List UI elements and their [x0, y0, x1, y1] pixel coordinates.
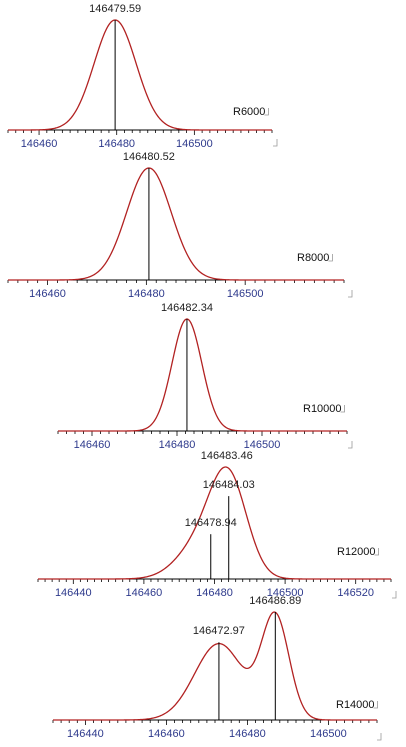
resolution-label: R6000 [233, 106, 265, 118]
return-mark-icon [340, 405, 345, 413]
return-mark-icon [374, 548, 379, 556]
tick-label: 146440 [67, 728, 104, 740]
peak-label: 146479.59 [89, 3, 141, 15]
spectrum-curve [8, 19, 272, 131]
tick-label: 146480 [196, 587, 233, 599]
tick-label: 146460 [29, 288, 66, 300]
resolution-label: R14000 [336, 699, 375, 711]
resolution-label: R12000 [337, 546, 376, 558]
spectrum-curve [38, 466, 391, 580]
return-mark-icon [264, 108, 269, 116]
tick-label: 146500 [267, 587, 304, 599]
return-mark-icon [348, 290, 353, 298]
return-mark-icon [377, 733, 382, 741]
resolution-label: R10000 [303, 403, 342, 415]
spectrum-panel-R6000: 146460 146480 146500 146479.59 R6000 [7, 3, 278, 150]
spectrum-panel-R10000: 146460 146480 146500 146482.34 R10000 [57, 302, 353, 451]
tick-label: 146500 [310, 728, 347, 740]
peak-label: 146472.97 [193, 625, 245, 637]
peak-label: 146478.94 [185, 517, 237, 529]
return-mark-icon [348, 441, 353, 449]
spectrum-panel-R12000: 146440 146460 146480 146500 146520 146483.46 1… [37, 450, 397, 599]
tick-label: 146480 [229, 728, 266, 740]
return-mark-icon [392, 591, 397, 599]
peak-label: 146480.52 [123, 151, 175, 163]
peak-label: 146482.34 [161, 302, 213, 314]
peak-label: 146483.46 [201, 450, 253, 462]
tick-label: 146520 [337, 587, 374, 599]
tick-label: 146460 [21, 138, 58, 150]
return-mark-icon [373, 701, 378, 709]
spectrum-panel-R8000: 146460 146480 146500 146480.52 R8000 [7, 151, 353, 300]
tick-label: 146460 [126, 587, 163, 599]
tick-label: 146500 [176, 138, 213, 150]
return-mark-icon [273, 139, 278, 147]
peak-label: 146486.89 [249, 595, 301, 607]
peak-label: 146484.03 [203, 479, 255, 491]
tick-label: 146460 [74, 439, 111, 451]
tick-label: 146500 [227, 288, 264, 300]
spectrum-curve [53, 611, 377, 721]
spectrum-panel-R14000: 146440 146460 146480 146500 146472.97 146486.… [52, 595, 382, 741]
tick-label: 146480 [128, 288, 165, 300]
spectrum-curve [8, 167, 344, 281]
resolution-label: R8000 [297, 252, 329, 264]
tick-label: 146440 [55, 587, 92, 599]
tick-label: 146460 [148, 728, 185, 740]
spectrum-curve [58, 318, 347, 432]
return-mark-icon [328, 254, 333, 262]
tick-label: 146480 [159, 439, 196, 451]
tick-label: 146500 [244, 439, 281, 451]
tick-label: 146480 [98, 138, 135, 150]
